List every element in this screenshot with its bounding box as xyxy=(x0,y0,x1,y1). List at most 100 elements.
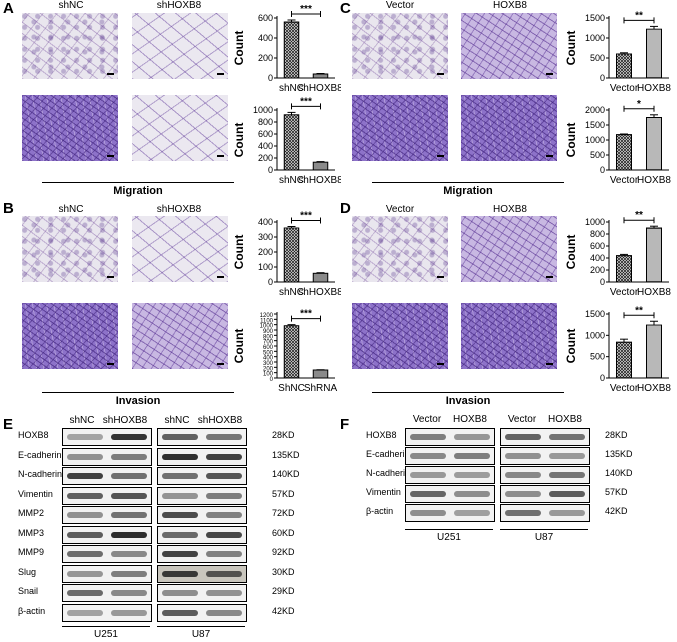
blot-f-size-0: 28KD xyxy=(605,430,628,440)
blot-e-band-6-0-1 xyxy=(111,551,147,557)
chart-b-1-ytick-label-0: 0 xyxy=(268,277,273,287)
blot-f-protein-1: E-cadherin xyxy=(366,449,410,459)
blot-e-u251-lane1-label: shNC xyxy=(69,415,95,426)
chart-a-2-ytick-label-1: 200 xyxy=(258,153,273,163)
blot-f-band-4-0-1 xyxy=(454,510,490,516)
blot-e-band-8-1-1 xyxy=(206,590,242,596)
chart-b-1-ytick-label-3: 300 xyxy=(258,232,273,242)
blot-e-row-3-cell-0 xyxy=(62,486,152,505)
chart-a-2-xlabel-0: shNC xyxy=(279,175,304,186)
blot-f-row-4-cell-0 xyxy=(405,504,495,522)
blot-f-size-2: 140KD xyxy=(605,468,633,478)
chart-d-2-ytick-label-3: 1500 xyxy=(585,309,605,319)
blot-f-band-2-0-0 xyxy=(410,472,446,478)
chart-d-1-ytick-label-0: 0 xyxy=(600,277,605,287)
blot-e-band-3-1-0 xyxy=(162,492,198,499)
blot-e-u87-label: U87 xyxy=(191,629,211,640)
blot-e-band-3-0-0 xyxy=(67,492,103,499)
chart-a-2-bar-0 xyxy=(283,114,300,171)
panel-letter-c: C xyxy=(340,0,351,17)
blot-e-band-8-0-0 xyxy=(67,590,103,596)
blot-e-band-4-1-0 xyxy=(162,512,198,518)
blot-e-u87-lane2-label: shHOXB8 xyxy=(197,415,243,426)
chart-b-2-sig-label: *** xyxy=(300,309,312,320)
blot-f-band-1-0-0 xyxy=(410,453,446,459)
panel-letter-e: E xyxy=(3,416,14,433)
micrograph-b-shnc-top xyxy=(22,216,118,282)
blot-e-row-9-cell-0 xyxy=(62,603,152,622)
blot-e-band-5-0-1 xyxy=(111,531,147,538)
blot-e-band-9-1-0 xyxy=(162,609,198,616)
chart-a-1-ytick-label-3: 600 xyxy=(258,13,273,23)
chart-c-1-bar-0 xyxy=(616,53,632,79)
chart-a-2-ytick-label-2: 400 xyxy=(258,141,273,151)
chart-b-2-ytick-label-6: 600 xyxy=(263,345,274,351)
blot-e-size-4: 72KD xyxy=(272,508,295,518)
blot-e-protein-8: Snail xyxy=(18,586,39,596)
blot-e-size-5: 60KD xyxy=(272,527,295,538)
chart-b-2-ytick-label-11: 1100 xyxy=(260,318,274,324)
micrograph-c-hoxb8-top xyxy=(461,13,557,79)
panel-c-caption: Migration xyxy=(443,185,493,197)
chart-a-1-xlabel-0: shNC xyxy=(279,83,304,94)
blot-f-band-2-1-0 xyxy=(505,472,541,478)
micrograph-b-shhoxb8-top xyxy=(132,216,228,282)
chart-d-2-ytick-label-2: 1000 xyxy=(585,330,605,340)
chart-d-1-ytick-label-2: 400 xyxy=(590,253,605,263)
blot-e-row-6-cell-0 xyxy=(62,545,152,563)
panel-c-right-label: HOXB8 xyxy=(493,0,527,11)
chart-c-1-sig-label: ** xyxy=(635,10,643,21)
chart-a-2-sig-label: *** xyxy=(300,96,312,107)
chart-b-2-ytick-label-0: 0 xyxy=(270,377,274,383)
chart-c-1-ytick-label-1: 500 xyxy=(590,53,605,63)
chart-d-2-bar-0 xyxy=(616,341,632,379)
chart-d-2-xlabel-0: Vector xyxy=(610,383,639,394)
chart-a-2-xlabel-1: shHOXB8 xyxy=(298,175,341,186)
blot-e-size-2: 140KD xyxy=(272,469,300,479)
blot-e-band-7-0-0 xyxy=(67,570,103,577)
blot-e-protein-9: β-actin xyxy=(18,605,46,616)
blot-e-band-0-0-0 xyxy=(67,434,103,440)
blot-e-band-2-1-1 xyxy=(206,473,242,479)
blot-e-row-0-cell-0 xyxy=(62,428,152,446)
panel-letter-d: D xyxy=(340,200,351,217)
chart-d-1-ytick-label-1: 200 xyxy=(590,265,605,275)
blot-e-row-7-cell-0 xyxy=(62,564,152,583)
blot-e-band-0-1-0 xyxy=(162,434,198,440)
micrograph-c-vector-top xyxy=(352,13,448,79)
chart-d-1-bar-1 xyxy=(646,227,662,283)
chart-d-2-bar-1 xyxy=(646,324,662,379)
blot-e-band-2-0-0 xyxy=(67,473,103,479)
chart-d-1-sig-label: ** xyxy=(635,210,643,221)
chart-c-2-xlabel-0: Vector xyxy=(610,175,639,186)
chart-a-2-ytick-label-5: 1000 xyxy=(253,105,273,115)
chart-c-2-xlabel-1: HOXB8 xyxy=(637,175,671,186)
chart-c-1-xlabel-0: Vector xyxy=(610,83,639,94)
blot-e-u251-line xyxy=(62,626,150,627)
panel-a-left-label: shNC xyxy=(58,0,84,11)
micrograph-d-vector-top xyxy=(352,216,448,282)
chart-c-2-ytick-label-1: 500 xyxy=(590,150,605,160)
blot-f-size-4: 42KD xyxy=(605,506,628,516)
chart-c-1-ytick-label-2: 1000 xyxy=(585,33,605,43)
blot-e-protein-1: E-cadherin xyxy=(18,449,62,460)
micrograph-d-vector-bottom xyxy=(352,303,448,369)
blot-e-size-1: 135KD xyxy=(272,449,300,460)
blot-e-band-1-1-1 xyxy=(206,453,242,460)
blot-f-row-0-cell-0 xyxy=(405,428,495,446)
blot-f-size-3: 57KD xyxy=(605,487,628,497)
chart-b-2-bar-0 xyxy=(283,325,300,379)
chart-c-2-ytick-label-0: 0 xyxy=(600,165,605,175)
blot-f-band-2-1-1 xyxy=(549,472,585,478)
blot-e-band-3-1-1 xyxy=(206,492,242,499)
blot-f-u87-label: U87 xyxy=(534,532,554,543)
blot-e-band-5-1-0 xyxy=(162,531,198,538)
blot-e-protein-0: HOXB8 xyxy=(18,430,49,440)
chart-c-2-ytick-label-4: 2000 xyxy=(585,105,605,115)
chart-c-1-ytick-label-0: 0 xyxy=(600,73,605,83)
blot-e-band-0-1-1 xyxy=(206,434,242,440)
blot-e-band-1-0-0 xyxy=(67,453,103,460)
chart-a-1-ylabel: Count xyxy=(233,31,246,66)
